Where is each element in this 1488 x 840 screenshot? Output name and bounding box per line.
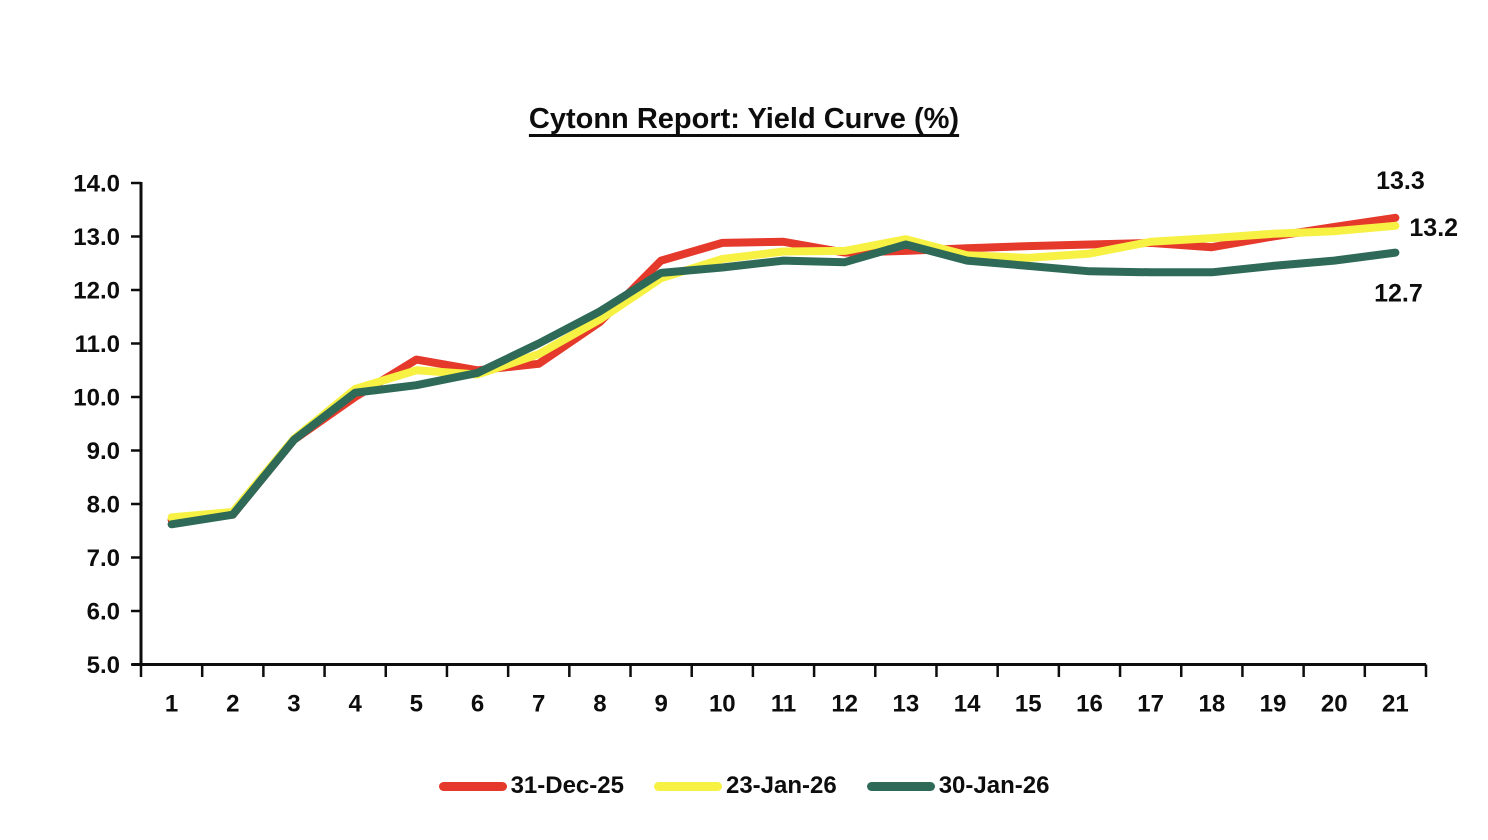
x-tick-label: 13: [893, 691, 920, 718]
chart-title: Cytonn Report: Yield Curve (%): [0, 103, 1488, 136]
end-label-30-Jan-26: 12.7: [1374, 280, 1423, 308]
end-label-23-Jan-26: 13.2: [1409, 214, 1458, 242]
legend-item-31-dec-25: 31-Dec-25: [438, 772, 624, 800]
x-tick-label: 5: [410, 691, 423, 718]
y-tick-label: 13.0: [73, 224, 120, 251]
x-tick-label: 10: [709, 691, 736, 718]
end-label-31-Dec-25: 13.3: [1376, 167, 1425, 195]
x-tick-label: 12: [831, 691, 858, 718]
x-tick-label: 15: [1015, 691, 1042, 718]
x-tick-label: 3: [287, 691, 300, 718]
legend-swatch-red: [438, 781, 507, 791]
x-tick-label: 18: [1198, 691, 1225, 718]
x-tick-label: 9: [654, 691, 667, 718]
x-tick-label: 16: [1076, 691, 1103, 718]
x-tick-label: 8: [593, 691, 606, 718]
series-line-23-Jan-26: [167, 221, 1400, 522]
legend-label: 23-Jan-26: [725, 772, 837, 799]
x-tick-label: 1: [165, 691, 178, 718]
y-tick-label: 12.0: [73, 278, 120, 305]
legend-swatch-green: [866, 781, 935, 791]
x-tick-label: 6: [471, 691, 484, 718]
y-tick-label: 6.0: [87, 599, 120, 626]
series-line-30-Jan-26: [167, 240, 1400, 529]
legend-label: 30-Jan-26: [938, 772, 1050, 799]
legend-item-30-jan-26: 30-Jan-26: [866, 772, 1050, 800]
x-tick-label: 14: [954, 691, 981, 718]
x-tick-label: 17: [1137, 691, 1164, 718]
y-tick-label: 11.0: [75, 331, 120, 358]
x-tick-label: 2: [226, 691, 239, 718]
y-tick-label: 7.0: [87, 545, 120, 572]
y-tick-label: 5.0: [87, 652, 120, 679]
y-tick-label: 14.0: [73, 171, 120, 198]
legend-label: 31-Dec-25: [510, 772, 624, 799]
legend-item-23-jan-26: 23-Jan-26: [653, 772, 837, 800]
y-tick-label: 10.0: [73, 385, 120, 412]
x-tick-label: 21: [1382, 691, 1409, 718]
x-tick-label: 7: [532, 691, 545, 718]
chart-title-text: Cytonn Report: Yield Curve (%): [528, 103, 960, 135]
y-tick-label: 8.0: [87, 492, 120, 519]
chart-legend: 31-Dec-25 23-Jan-26 30-Jan-26: [0, 772, 1488, 800]
yield-curve-chart: 5.06.07.08.09.010.011.012.013.014.01 2 3 4 5…: [73, 167, 1458, 718]
x-tick-label: 4: [348, 691, 362, 718]
x-tick-label: 20: [1321, 691, 1348, 718]
legend-swatch-yellow: [653, 781, 722, 791]
y-tick-label: 9.0: [87, 438, 120, 465]
x-tick-label: 19: [1260, 691, 1287, 718]
x-tick-label: 11: [771, 691, 796, 718]
